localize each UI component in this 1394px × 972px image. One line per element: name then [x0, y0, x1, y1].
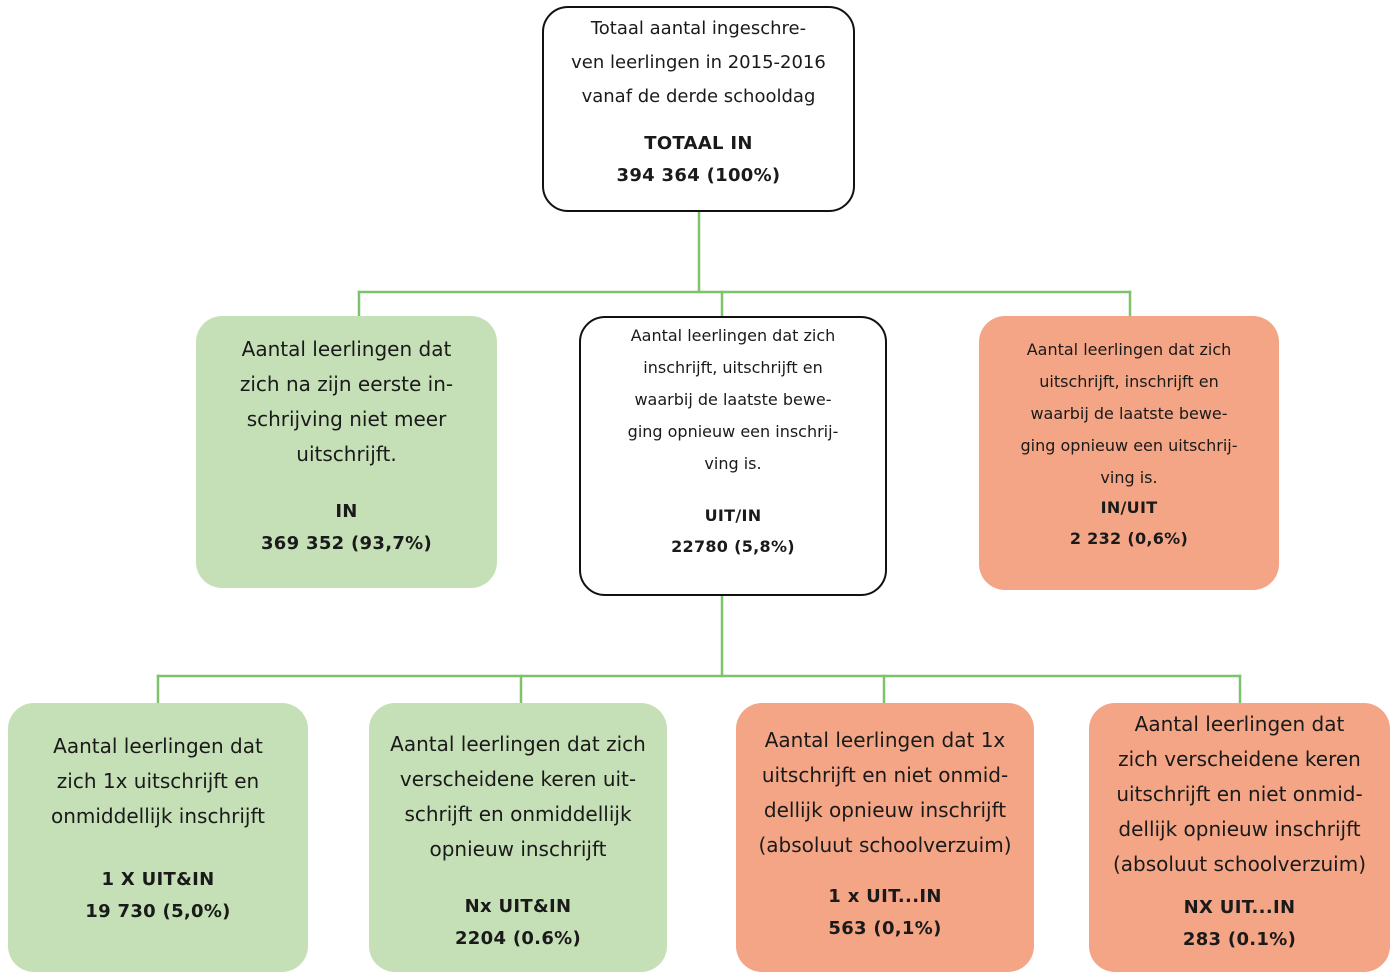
node-label: TOTAAL IN	[644, 133, 753, 154]
node-value: 394 364 (100%)	[616, 165, 781, 186]
node-1x-uit-dots-in: Aantal leerlingen dat 1x uitschrijft en …	[736, 703, 1034, 972]
node-value: 369 352 (93,7%)	[260, 533, 433, 554]
node-description: Aantal leerlingen dat zich na zijn eerst…	[239, 337, 454, 466]
node-totaal-in: Totaal aantal ingeschre- ven leerlingen …	[542, 6, 855, 212]
node-description: Aantal leerlingen dat 1x uitschrijft en …	[758, 728, 1012, 857]
node-uit-in: Aantal leerlingen dat zich inschrijft, u…	[579, 316, 887, 596]
node-in: Aantal leerlingen dat zich na zijn eerst…	[196, 316, 497, 588]
node-value: 283 (0.1%)	[1182, 929, 1297, 950]
node-description: Aantal leerlingen dat zich inschrijft, u…	[627, 326, 839, 473]
node-nx-uit-dots-in: Aantal leerlingen dat zich verscheidene …	[1089, 703, 1390, 972]
node-label: Nx UIT&IN	[464, 896, 572, 917]
node-description: Aantal leerlingen dat zich verscheidene …	[1112, 712, 1367, 876]
node-description: Aantal leerlingen dat zich uitschrijft, …	[1020, 340, 1238, 487]
node-value: 19 730 (5,0%)	[85, 901, 231, 922]
node-1x-uit-in: Aantal leerlingen dat zich 1x uitschrijf…	[8, 703, 308, 972]
node-in-uit: Aantal leerlingen dat zich uitschrijft, …	[979, 316, 1279, 590]
node-value: 2 232 (0,6%)	[1069, 529, 1189, 548]
node-nx-uit-in: Aantal leerlingen dat zich verscheidene …	[369, 703, 667, 972]
node-description: Totaal aantal ingeschre- ven leerlingen …	[571, 18, 826, 107]
node-label: UIT/IN	[704, 506, 762, 525]
node-label: 1 X UIT&IN	[101, 869, 215, 890]
node-value: 2204 (0.6%)	[454, 928, 582, 949]
node-description: Aantal leerlingen dat zich verscheidene …	[390, 732, 646, 861]
node-value: 563 (0,1%)	[828, 918, 942, 939]
node-label: 1 x UIT...IN	[828, 886, 942, 907]
node-description: Aantal leerlingen dat zich 1x uitschrijf…	[50, 734, 265, 828]
node-label: IN	[335, 501, 358, 522]
node-label: NX UIT...IN	[1183, 897, 1296, 918]
node-value: 22780 (5,8%)	[671, 537, 795, 556]
node-label: IN/UIT	[1100, 498, 1158, 517]
